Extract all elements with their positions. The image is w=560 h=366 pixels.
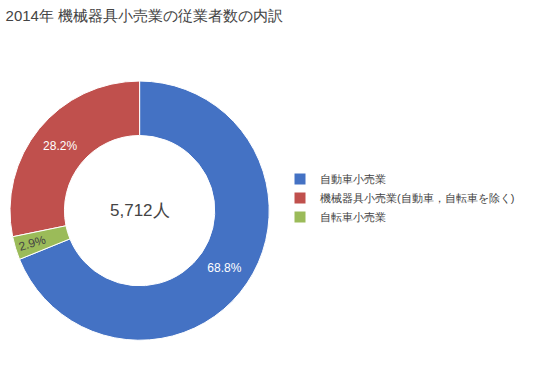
svg-text:2.9%: 2.9% [17, 232, 48, 253]
svg-text:自転車小売業: 自転車小売業 [320, 211, 386, 223]
svg-text:機械器具小売業(自動車，自転車を除く): 機械器具小売業(自動車，自転車を除く) [320, 192, 514, 204]
svg-text:28.2%: 28.2% [43, 139, 77, 153]
svg-text:68.8%: 68.8% [207, 261, 241, 275]
svg-text:5,712人: 5,712人 [110, 201, 170, 220]
svg-text:自動車小売業: 自動車小売業 [320, 173, 386, 185]
svg-text:2014年 機械器具小売業の従業者数の内訳: 2014年 機械器具小売業の従業者数の内訳 [6, 7, 284, 24]
